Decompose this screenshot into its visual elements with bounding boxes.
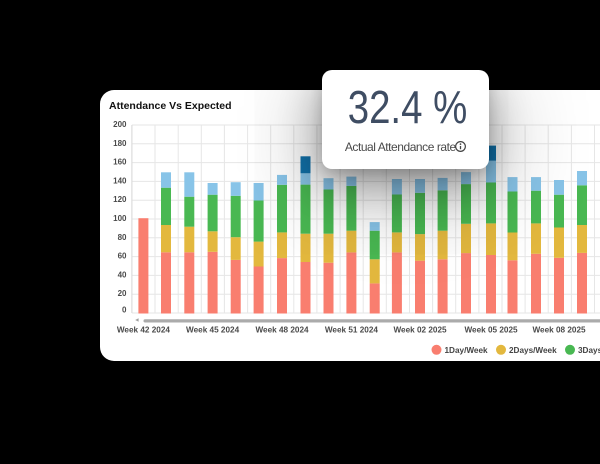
svg-text:Week 45 2024: Week 45 2024 (186, 326, 240, 335)
svg-text:80: 80 (118, 233, 127, 242)
svg-text:120: 120 (113, 195, 127, 204)
svg-text:Week 42 2024: Week 42 2024 (117, 326, 171, 335)
svg-text:Week 05 2025: Week 05 2025 (464, 326, 518, 335)
svg-text:20: 20 (118, 289, 127, 298)
svg-text:Week 48 2024: Week 48 2024 (255, 326, 309, 335)
svg-text:40: 40 (118, 270, 127, 279)
svg-text:3Days/Week: 3Days/Week (578, 346, 600, 355)
svg-text:160: 160 (113, 158, 127, 167)
svg-text:Week 08 2025: Week 08 2025 (532, 326, 586, 335)
svg-text:200: 200 (113, 120, 127, 129)
svg-text:0: 0 (122, 306, 127, 315)
svg-text:100: 100 (113, 214, 127, 223)
svg-text:140: 140 (113, 176, 127, 185)
svg-text:Week 02 2025: Week 02 2025 (393, 326, 447, 335)
svg-text:1Day/Week: 1Day/Week (445, 346, 489, 355)
svg-text:Week 51 2024: Week 51 2024 (325, 326, 379, 335)
svg-text:2Days/Week: 2Days/Week (509, 346, 557, 355)
svg-text:180: 180 (113, 139, 127, 148)
svg-text:60: 60 (118, 252, 127, 261)
